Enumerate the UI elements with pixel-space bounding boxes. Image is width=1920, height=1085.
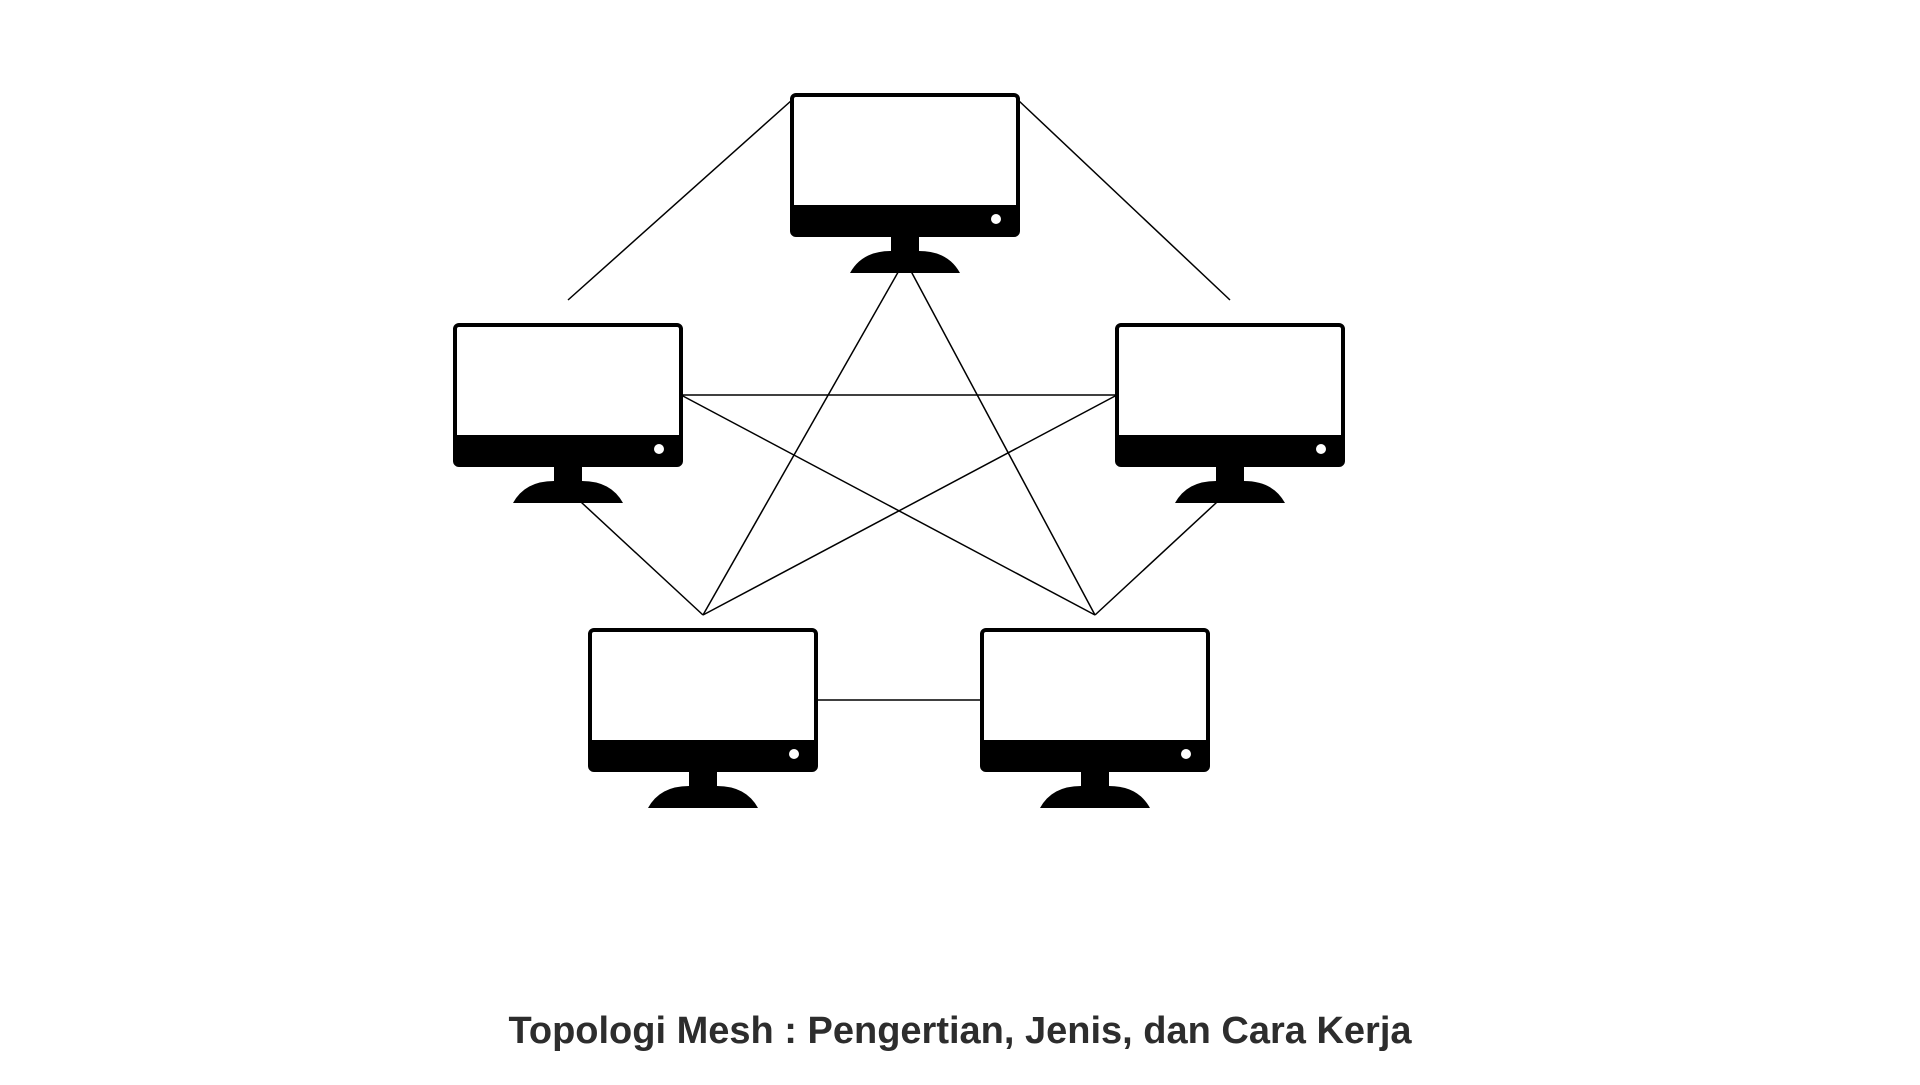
monitor-stand-neck-icon (689, 770, 717, 788)
monitor-stand-neck-icon (1081, 770, 1109, 788)
monitor-led-icon (1316, 444, 1326, 454)
monitor-stand-neck-icon (891, 235, 919, 253)
edge-left-bottom-left (568, 490, 703, 615)
monitor-led-icon (654, 444, 664, 454)
monitor-stand-base-icon (1040, 786, 1150, 808)
edge-top-left (568, 100, 792, 300)
monitor-stand-base-icon (1175, 481, 1285, 503)
monitor-led-icon (1181, 749, 1191, 759)
monitor-bezel-icon (1119, 435, 1341, 463)
computer-node-bottom-right (982, 630, 1208, 808)
monitor-bezel-icon (457, 435, 679, 463)
monitor-bezel-icon (592, 740, 814, 768)
monitor-bezel-icon (794, 205, 1016, 233)
monitor-stand-base-icon (513, 481, 623, 503)
monitor-stand-neck-icon (1216, 465, 1244, 483)
edge-top-bottom-right (905, 260, 1095, 615)
mesh-topology-diagram (0, 0, 1920, 1080)
diagram-svg (0, 0, 1920, 1080)
edge-left-bottom-right (681, 395, 1095, 615)
edge-right-bottom-right (1095, 490, 1230, 615)
edge-top-right (1018, 100, 1230, 300)
computer-node-top (792, 95, 1018, 273)
monitor-stand-base-icon (648, 786, 758, 808)
monitor-stand-base-icon (850, 251, 960, 273)
diagram-caption: Topologi Mesh : Pengertian, Jenis, dan C… (0, 1010, 1920, 1053)
monitor-bezel-icon (984, 740, 1206, 768)
computer-node-bottom-left (590, 630, 816, 808)
monitor-led-icon (991, 214, 1001, 224)
monitor-led-icon (789, 749, 799, 759)
monitor-stand-neck-icon (554, 465, 582, 483)
nodes-group (455, 95, 1343, 808)
computer-node-left (455, 325, 681, 503)
computer-node-right (1117, 325, 1343, 503)
